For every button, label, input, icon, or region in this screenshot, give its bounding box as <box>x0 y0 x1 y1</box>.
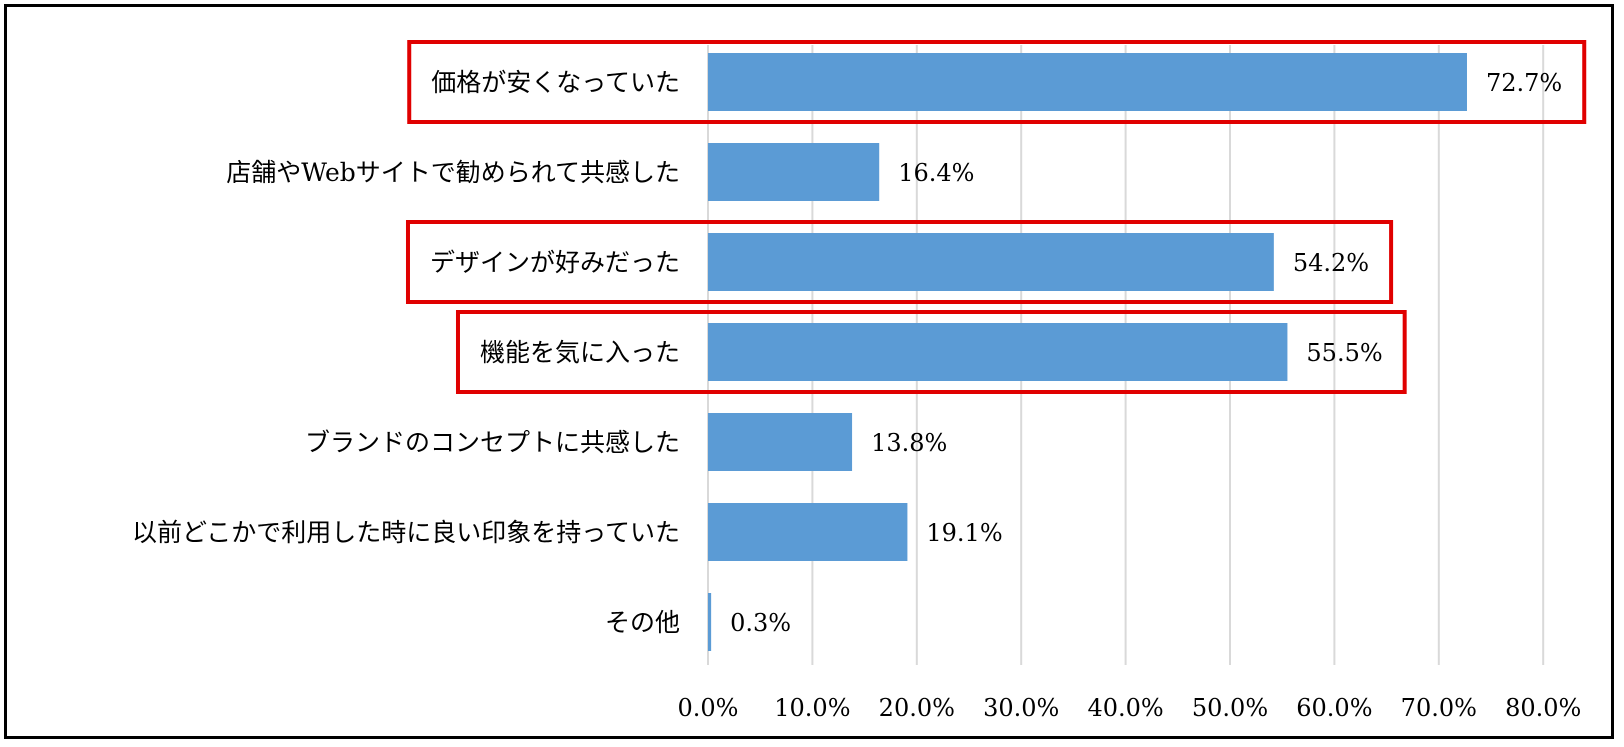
bar <box>708 233 1274 291</box>
highlight-box <box>405 220 1394 304</box>
x-tick-label: 0.0% <box>678 694 739 722</box>
x-tick-label: 40.0% <box>1087 694 1163 722</box>
highlight-boxes <box>405 40 1587 394</box>
category-label: 機能を気に入った <box>480 338 680 367</box>
x-tick-label: 60.0% <box>1296 694 1372 722</box>
highlight-box <box>455 310 1407 394</box>
x-tick-label: 20.0% <box>879 694 955 722</box>
bars <box>708 53 1467 651</box>
category-label: その他 <box>605 608 680 637</box>
category-label: ブランドのコンセプトに共感した <box>305 428 680 457</box>
category-label: 価格が安くなっていた <box>431 68 680 97</box>
data-label: 16.4% <box>898 159 974 187</box>
labels: 0.0% 10.0% 20.0% 30.0% 40.0% 50.0% 60.0% 70.0% 8… <box>132 68 1581 722</box>
data-label: 13.8% <box>871 429 947 457</box>
highlight-box <box>407 40 1587 124</box>
bar <box>708 503 908 561</box>
bar <box>708 323 1288 381</box>
x-tick-label: 70.0% <box>1401 694 1477 722</box>
bar <box>708 413 853 471</box>
category-label: 以前どこかで利用した時に良い印象を持っていた <box>132 518 680 547</box>
data-label: 55.5% <box>1306 339 1382 367</box>
category-label: デザインが好みだった <box>430 248 680 277</box>
x-tick-label: 30.0% <box>983 694 1059 722</box>
bar <box>708 53 1467 111</box>
bar <box>708 143 880 201</box>
data-label: 54.2% <box>1293 249 1369 277</box>
x-tick-label: 10.0% <box>774 694 850 722</box>
data-label: 0.3% <box>730 609 791 637</box>
data-label: 19.1% <box>926 519 1002 547</box>
x-tick-label: 50.0% <box>1192 694 1268 722</box>
x-tick-label: 80.0% <box>1505 694 1581 722</box>
bar <box>708 593 712 651</box>
data-label: 72.7% <box>1486 69 1562 97</box>
category-label: 店舗やWebサイトで勧められて共感した <box>226 158 680 187</box>
